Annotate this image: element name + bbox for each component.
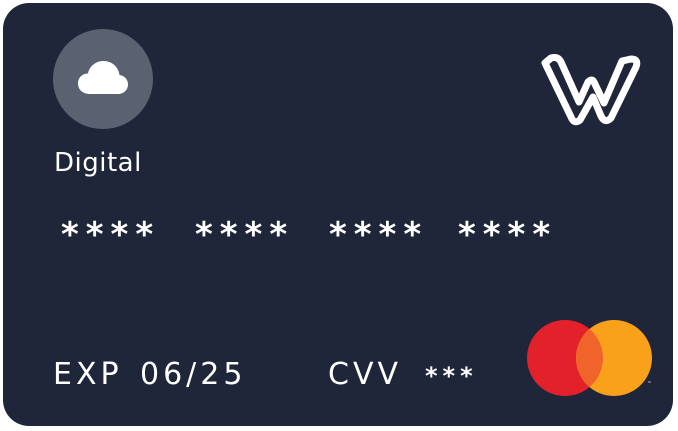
trademark-mark: ™ <box>647 381 652 387</box>
cloud-icon <box>78 61 128 94</box>
expiry-label: EXP <box>53 357 123 392</box>
mastercard-logo-icon: ™ <box>527 320 652 396</box>
brand-logo-icon <box>541 54 641 126</box>
card-type-label: Digital <box>54 148 142 178</box>
cvv-label: CVV <box>328 357 402 392</box>
card-number-group-2: **** <box>195 215 295 255</box>
expiry-value: 06/25 <box>140 357 247 392</box>
payment-card[interactable]: Digital **** **** **** **** EXP 06/25 CV… <box>3 3 673 426</box>
cloud-icon-badge <box>53 29 153 129</box>
card-number-group-1: **** <box>61 215 161 255</box>
card-number-group-3: **** <box>329 215 429 255</box>
card-number-group-4: **** <box>458 215 558 255</box>
cvv-value: *** <box>425 362 478 390</box>
